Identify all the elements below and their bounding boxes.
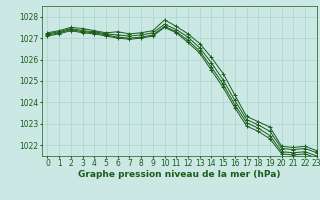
X-axis label: Graphe pression niveau de la mer (hPa): Graphe pression niveau de la mer (hPa) — [78, 170, 280, 179]
